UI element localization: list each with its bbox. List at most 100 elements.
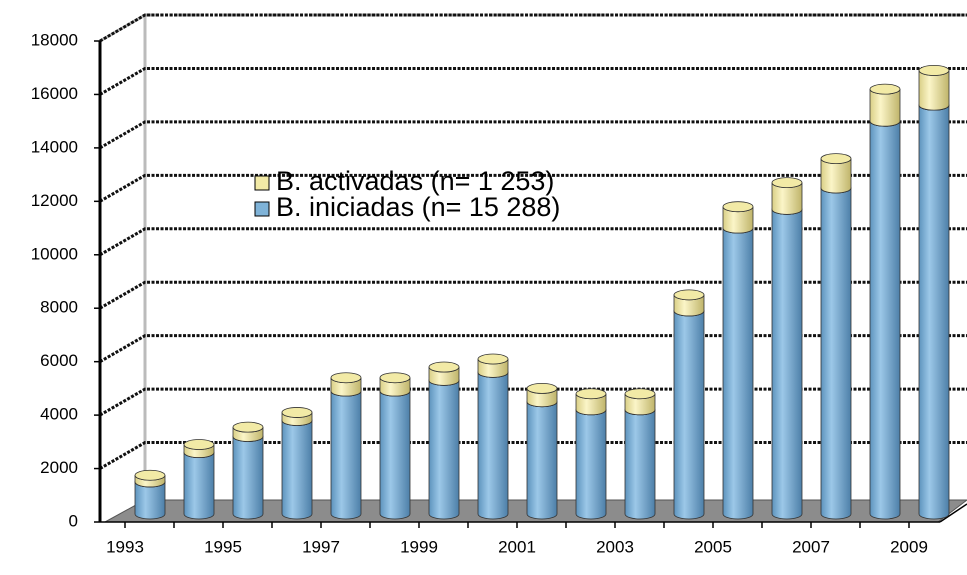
bar-stack xyxy=(526,383,558,520)
legend-swatch xyxy=(254,175,270,191)
bar-body xyxy=(820,187,852,520)
bar-body xyxy=(722,227,754,520)
bar-top xyxy=(624,388,656,400)
bar-segment xyxy=(330,372,362,397)
bar-segment xyxy=(428,361,460,386)
bar-stack xyxy=(134,469,166,520)
bar-stack xyxy=(771,177,803,520)
bar-segment xyxy=(771,177,803,215)
bar-stack xyxy=(281,407,313,520)
grid-line xyxy=(99,227,967,257)
y-tick-label: 10000 xyxy=(31,244,78,263)
bar-top xyxy=(575,388,607,400)
bar-top xyxy=(330,372,362,384)
bar-top xyxy=(281,407,313,418)
bar-body xyxy=(232,436,264,520)
bar-body xyxy=(771,209,803,520)
bar-segment xyxy=(624,388,656,416)
bar-body xyxy=(428,380,460,520)
bar-segment xyxy=(183,439,215,458)
bar-segment xyxy=(477,366,509,520)
bar-body xyxy=(134,481,166,520)
bar-stack xyxy=(379,372,411,520)
y-tick-label: 16000 xyxy=(31,84,78,103)
bar-top xyxy=(379,372,411,384)
bar-stack xyxy=(918,65,950,520)
bar-stack xyxy=(869,83,901,520)
y-tick-label: 14000 xyxy=(31,137,78,156)
bar-segment xyxy=(526,396,558,520)
bar-segment xyxy=(918,99,950,520)
bar-segment xyxy=(918,65,950,111)
bar-top xyxy=(918,65,950,76)
bar-segment xyxy=(869,83,901,127)
y-tick-label: 12000 xyxy=(31,191,78,210)
bar-stack xyxy=(428,361,460,520)
bar-segment xyxy=(575,388,607,416)
bar-top xyxy=(771,177,803,189)
bar-top xyxy=(673,289,705,301)
x-tick-label: 1997 xyxy=(302,537,340,556)
bar-body xyxy=(918,70,950,111)
bar-segment xyxy=(232,421,264,442)
bar-body xyxy=(526,401,558,520)
bar-body xyxy=(330,390,362,520)
x-tick-label: 2009 xyxy=(890,537,928,556)
bar-body xyxy=(379,390,411,520)
x-tick-label: 2001 xyxy=(498,537,536,556)
bar-segment xyxy=(134,469,166,488)
bar-top xyxy=(820,153,852,164)
x-tick-label: 2007 xyxy=(792,537,830,556)
x-tick-label: 2005 xyxy=(694,537,732,556)
grid-line xyxy=(99,13,967,43)
bar-body xyxy=(477,372,509,520)
bar-top xyxy=(183,439,215,450)
bar-top xyxy=(526,383,558,394)
x-tick-label: 1995 xyxy=(204,537,242,556)
bar-segment xyxy=(722,201,754,234)
bar-stack xyxy=(820,153,852,520)
y-tick-label: 6000 xyxy=(40,351,78,370)
bar-segment xyxy=(281,415,313,520)
bar-top xyxy=(869,83,901,95)
bar-body xyxy=(673,310,705,520)
bar-stack xyxy=(673,289,705,520)
bar-body xyxy=(575,409,607,520)
y-tick-label: 4000 xyxy=(40,405,78,424)
y-tick-label: 2000 xyxy=(40,458,78,477)
y-tick-label: 18000 xyxy=(31,30,78,49)
bar-body xyxy=(281,420,313,520)
x-tick-label: 1993 xyxy=(106,537,144,556)
grid-line xyxy=(99,66,967,96)
bar-segment xyxy=(820,153,852,194)
bar-top xyxy=(722,201,754,213)
bar-segment xyxy=(428,374,460,520)
bar-top xyxy=(477,353,509,365)
grid-line xyxy=(99,120,967,150)
bar-stack xyxy=(477,353,509,520)
bar-segment xyxy=(330,385,362,520)
x-tick-label: 2003 xyxy=(596,537,634,556)
bar-stack xyxy=(183,439,215,520)
bar-top xyxy=(134,469,166,481)
side-wall-top xyxy=(99,13,146,43)
bar-segment xyxy=(379,372,411,397)
y-tick-label: 0 xyxy=(69,511,78,530)
bar-segment xyxy=(673,305,705,520)
bar-segment xyxy=(477,353,509,378)
bar-segment xyxy=(722,222,754,520)
bar-segment xyxy=(183,447,215,520)
bar-body xyxy=(624,409,656,520)
legend-label: B. activadas (n= 1 253) xyxy=(276,166,554,196)
legend-swatch xyxy=(254,201,270,217)
bar-segment xyxy=(869,115,901,520)
bar-body xyxy=(869,89,901,127)
bar-stack xyxy=(575,388,607,520)
bar-segment xyxy=(281,407,313,426)
grid-line xyxy=(99,173,967,203)
bar-top xyxy=(232,421,264,433)
bar-body xyxy=(183,452,215,520)
bar-body xyxy=(869,121,901,520)
bar-stack xyxy=(722,201,754,520)
bar-segment xyxy=(232,431,264,520)
